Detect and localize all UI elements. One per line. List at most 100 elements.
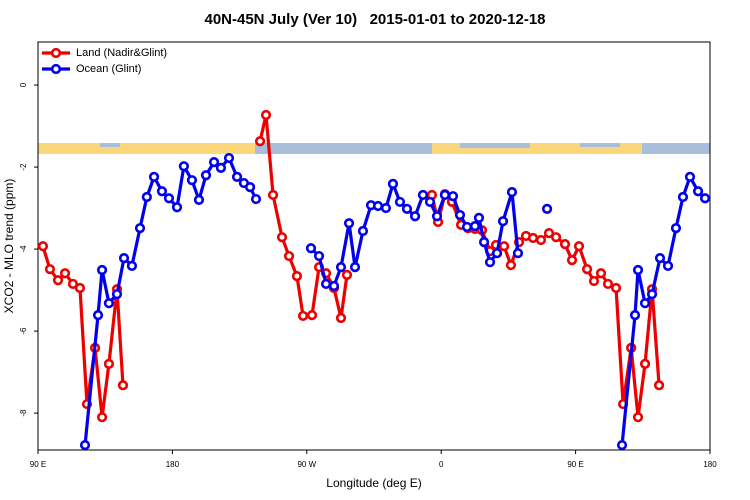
- data-point: [498, 241, 510, 252]
- data-point: [372, 200, 384, 212]
- data-point: [505, 259, 517, 271]
- data-point: [178, 161, 189, 172]
- data-point: [215, 162, 227, 173]
- legend-label: Ocean (Glint): [76, 63, 141, 75]
- data-point: [313, 250, 325, 262]
- strip-land: [38, 143, 255, 154]
- data-point: [639, 298, 651, 309]
- data-point: [37, 241, 49, 252]
- data-point: [654, 252, 666, 264]
- data-point: [141, 191, 152, 203]
- strip-ocean: [100, 143, 120, 147]
- data-point: [439, 189, 451, 201]
- data-point: [276, 232, 288, 243]
- x-tick-label: 90 W: [297, 460, 316, 469]
- data-point: [283, 250, 295, 262]
- data-point: [632, 264, 644, 276]
- data-point: [543, 227, 555, 239]
- data-point: [59, 268, 71, 279]
- data-point: [341, 269, 353, 281]
- data-point: [616, 439, 628, 451]
- data-point: [103, 298, 115, 309]
- data-point: [156, 186, 168, 197]
- data-point: [254, 136, 266, 147]
- data-point: [79, 439, 91, 451]
- data-point: [512, 248, 524, 259]
- data-point: [117, 380, 129, 391]
- data-point: [52, 275, 64, 286]
- data-point: [639, 358, 651, 369]
- y-axis-title: XCO2 - MLO trend (ppm): [2, 179, 16, 314]
- data-point: [417, 189, 429, 201]
- x-tick-label: 90 E: [567, 460, 583, 469]
- data-point: [491, 248, 503, 259]
- data-point: [401, 203, 413, 214]
- data-point: [96, 264, 108, 276]
- data-point: [677, 191, 689, 203]
- x-tick-label: 90 E: [30, 460, 46, 469]
- data-point: [231, 171, 243, 183]
- data-point: [409, 211, 421, 222]
- data-point: [349, 262, 361, 273]
- data-point: [148, 171, 160, 183]
- legend: Land (Nadir&Glint) Ocean (Glint): [42, 47, 167, 75]
- data-point: [588, 275, 600, 287]
- x-tick-label: 180: [166, 460, 180, 469]
- data-point: [566, 255, 578, 266]
- data-point: [684, 171, 696, 183]
- data-point: [267, 189, 279, 201]
- data-point: [454, 209, 466, 221]
- data-point: [602, 278, 614, 290]
- data-point: [573, 241, 585, 252]
- x-tick-label: 180: [703, 460, 717, 469]
- data-point: [208, 157, 220, 168]
- plot-frame: [37, 41, 711, 451]
- data-point: [163, 193, 175, 204]
- data-point: [424, 196, 436, 208]
- data-point: [394, 196, 406, 208]
- data-point: [328, 280, 340, 292]
- data-point: [699, 193, 711, 204]
- data-point: [297, 310, 309, 322]
- data-point: [387, 178, 399, 189]
- data-point: [244, 182, 256, 193]
- data-point: [200, 170, 212, 181]
- data-point: [670, 223, 682, 234]
- data-point: [447, 191, 459, 202]
- data-point: [431, 211, 443, 222]
- data-point: [291, 271, 303, 282]
- strip-ocean: [38, 143, 710, 154]
- data-point: [473, 212, 485, 224]
- strip-land: [432, 143, 642, 154]
- surface-strip: [38, 143, 710, 154]
- data-point: [305, 243, 317, 254]
- y-tick-label: 0: [19, 82, 28, 87]
- data-point: [581, 264, 593, 275]
- data-point: [335, 312, 347, 324]
- data-point: [550, 232, 562, 243]
- data-point: [103, 358, 115, 369]
- data-point: [320, 278, 332, 290]
- data-point: [111, 289, 123, 300]
- data-point: [478, 237, 490, 248]
- y-tick-label: -8: [19, 409, 28, 417]
- data-point: [559, 239, 571, 250]
- data-point: [96, 412, 108, 423]
- data-point: [134, 223, 146, 234]
- data-point: [610, 282, 622, 294]
- data-point: [67, 278, 79, 290]
- data-point: [662, 260, 674, 271]
- data-point: [343, 218, 355, 229]
- data-point: [193, 194, 205, 205]
- x-tick-label: 0: [439, 460, 444, 469]
- legend-marker: [50, 63, 62, 75]
- legend-label: Land (Nadir&Glint): [76, 47, 167, 59]
- data-point: [541, 203, 553, 214]
- data-point: [469, 221, 481, 232]
- data-point: [527, 232, 539, 244]
- data-point: [497, 216, 509, 227]
- data-point: [461, 221, 473, 233]
- data-point: [118, 252, 130, 264]
- data-point: [186, 175, 198, 186]
